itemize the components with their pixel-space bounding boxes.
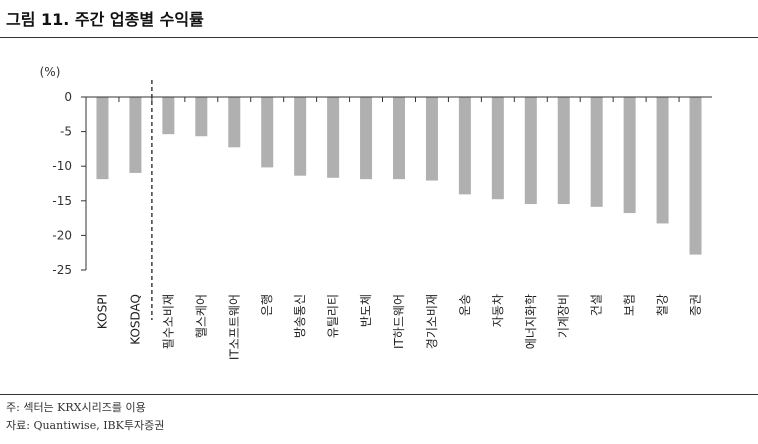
bar: [261, 97, 274, 168]
bar: [393, 97, 405, 180]
x-tick-label: IT소프트웨어: [227, 294, 241, 360]
bar: [689, 97, 702, 255]
bar: [425, 97, 438, 181]
chart-title: 그림 11. 주간 업종별 수익률: [6, 10, 204, 29]
x-tick-label: 유틸리티: [326, 294, 340, 338]
x-tick-label: 철강: [656, 294, 670, 316]
bar: [458, 97, 471, 195]
x-tick-label: 건설: [590, 294, 604, 316]
x-tick-label: 방송통신: [293, 294, 307, 338]
bar: [360, 97, 373, 180]
bar: [623, 97, 636, 214]
x-tick-label: 증권: [689, 294, 703, 316]
bar: [162, 97, 175, 135]
footnote: 주: 섹터는 KRX시리즈를 이용: [6, 401, 146, 414]
x-tick-label: 경기소비재: [425, 294, 439, 349]
bar: [294, 97, 307, 176]
y-tick-label: -5: [60, 125, 72, 139]
x-tick-label: 헬스케어: [194, 294, 208, 338]
y-unit-label: (%): [40, 65, 61, 79]
x-tick-label: 에너지화학: [524, 294, 538, 349]
x-tick-label: KOSDAQ: [128, 294, 142, 345]
bar: [195, 97, 208, 137]
bar: [228, 97, 241, 148]
bar: [491, 97, 504, 200]
bar: [129, 97, 142, 173]
bar: [590, 97, 603, 207]
x-tick-label: 자동차: [491, 294, 505, 327]
y-tick-label: -10: [52, 159, 72, 173]
y-tick-label: -20: [52, 228, 72, 242]
bar-chart: (%) 0 -5 -10 -15 -20 -25 KOSPI KOSDAQ 필수소비재 헬스케어…: [40, 65, 712, 360]
y-tick-label: -15: [52, 194, 72, 208]
x-tick-label: 보험: [623, 294, 637, 316]
bar: [327, 97, 340, 178]
x-tick-label: 은행: [259, 294, 274, 316]
x-tick-label: IT하드웨어: [392, 294, 406, 349]
y-tick-label: 0: [64, 90, 72, 104]
x-tick-label: 필수소비재: [161, 294, 175, 349]
y-tick-label: -25: [52, 263, 72, 277]
x-tick-label: 반도체: [359, 294, 373, 327]
bar: [96, 97, 109, 180]
bar: [656, 97, 669, 224]
bar: [524, 97, 537, 205]
x-tick-label: KOSPI: [95, 294, 109, 329]
x-tick-label: 운송: [458, 294, 472, 316]
bar: [557, 97, 570, 205]
footer-rule: [0, 394, 758, 395]
x-tick-label: 기계장비: [557, 294, 571, 338]
source-note: 자료: Quantiwise, IBK투자증권: [6, 419, 165, 432]
title-rule: [0, 37, 758, 38]
